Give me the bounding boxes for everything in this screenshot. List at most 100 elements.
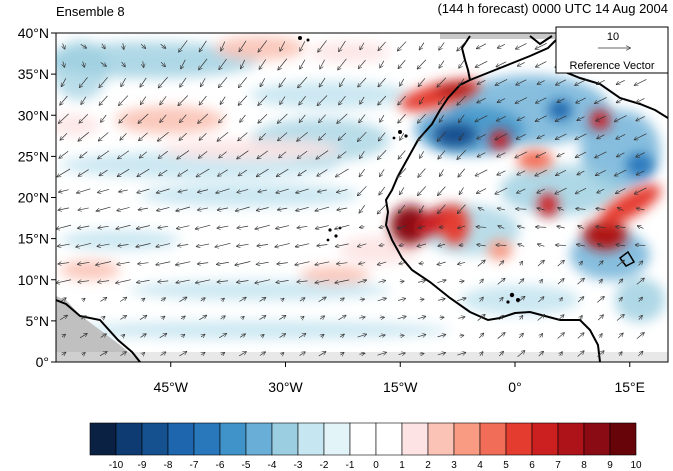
wind-vector [517,297,525,303]
wind-vector [199,151,208,158]
wind-vector [359,114,366,123]
wind-vector [459,335,463,336]
wind-vector [239,352,246,357]
wind-vector [458,317,464,319]
wind-vector [336,243,349,247]
wind-vector [359,205,366,213]
wind-vector [61,298,66,301]
wind-vector [638,261,642,266]
wind-vector [459,281,464,282]
wind-vector [639,316,642,320]
wind-vector [480,352,483,356]
wind-vector [500,297,503,302]
wind-vector [457,149,466,159]
wind-vector [319,77,326,87]
wind-vector [316,150,329,159]
colorbar-label: -6 [216,460,225,471]
wind-vector [496,61,507,67]
wind-vector [497,278,505,285]
wind-vector [78,169,89,177]
wind-vector [237,281,249,283]
wind-vector [557,315,564,321]
wind-vector [398,59,406,68]
wind-vector [137,168,150,176]
wind-vector [318,352,326,357]
wind-vector [517,116,526,121]
islands [298,36,520,304]
wind-vector [280,96,286,105]
colorbar-label: 4 [477,460,483,471]
wind-vector [616,188,626,193]
wind-vector [279,316,285,320]
wind-vector [221,41,226,51]
wind-vector [138,208,149,210]
wind-vector [596,227,606,228]
wind-vector [181,334,184,336]
wind-vector [60,95,68,105]
wind-vector [616,79,625,84]
wind-vector [458,226,466,228]
wind-vector [459,60,465,68]
wind-vector [358,59,366,68]
wind-vector [157,207,170,210]
wind-vector [279,334,286,338]
wind-vector [199,95,207,105]
wind-vector [237,244,249,246]
wind-vector [278,113,288,123]
wind-vector [60,133,68,140]
wind-vector [56,279,72,283]
wind-vector [538,297,543,303]
wind-vector [619,352,622,356]
wind-vector [200,298,205,301]
wind-vector [537,315,545,321]
wind-vector [557,98,565,103]
wind-vector [78,281,90,282]
wind-vector [538,351,543,357]
wind-vector [557,279,564,285]
wind-vector [636,152,645,157]
wind-vector [337,113,348,123]
wind-vector [477,188,487,194]
wind-vector [179,132,187,140]
wind-vector [319,114,326,123]
wind-vector [636,98,645,102]
wind-vector [198,113,209,123]
wind-vector [598,244,604,247]
wind-vector [257,168,269,176]
wind-vector [159,76,168,87]
wind-vector [557,333,565,339]
colorbar: -10 -9 -8 -7 -6 -5 -4 -3 -2 -1 0 1 2 3 4 5 6 7 8 9 10 [89,422,642,471]
wind-vector [179,297,186,302]
wind-vector [139,132,148,141]
wind-vector [399,204,406,213]
wind-vector [398,353,405,355]
colorbar-label: 2 [425,460,431,471]
lat-tick-label: 30°N [18,107,49,123]
wind-vector [257,150,269,159]
wind-vector [478,333,483,339]
colorbar-label: 0 [373,460,379,471]
colorbar-swatch [505,422,533,456]
wind-vector [616,227,626,228]
wind-vector [378,335,385,336]
wind-vector [617,333,623,339]
wind-vector [477,80,486,84]
wind-vector [297,226,308,228]
wind-vector [339,40,346,51]
wind-vector [118,150,129,159]
wind-vector [498,226,505,229]
lat-tick-label: 35°N [18,66,49,82]
wind-vector [216,188,230,193]
wind-vector [140,151,148,158]
wind-vector [77,188,91,193]
wind-vector [241,317,244,319]
wind-vector [576,187,587,193]
wind-vector [615,169,627,176]
wind-vector [536,97,547,103]
wind-vector [597,134,605,139]
wind-vector [380,169,385,176]
wind-vector [259,316,265,320]
wind-vector [102,43,105,49]
wind-vector [78,226,90,228]
